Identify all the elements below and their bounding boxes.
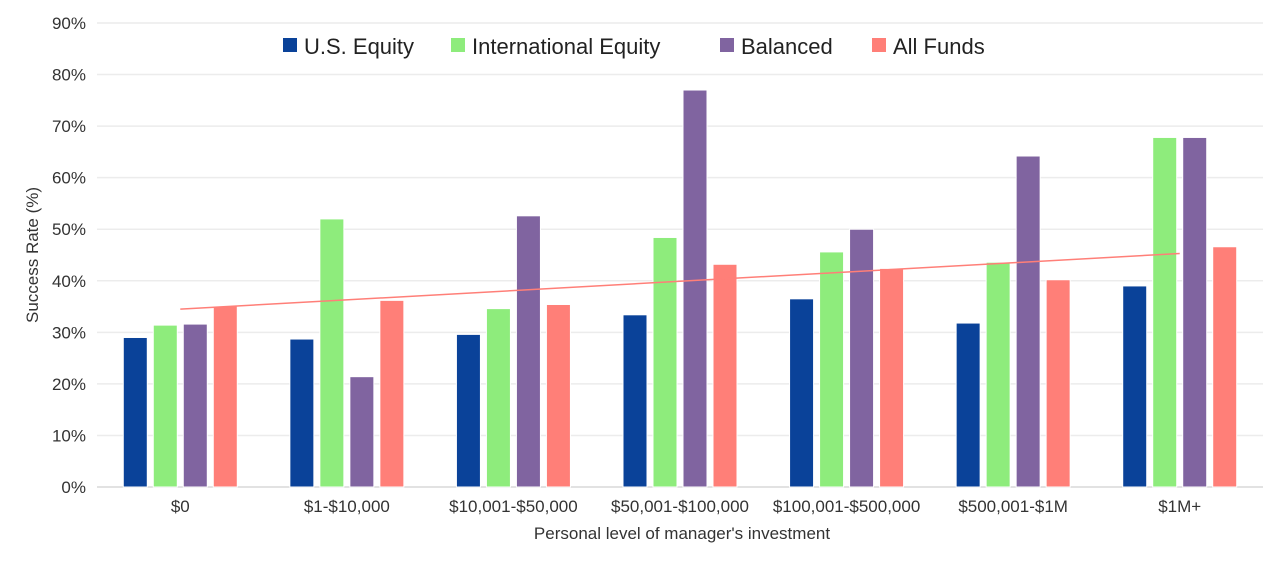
bar-u-s-equity bbox=[122, 336, 148, 488]
bar-all-funds bbox=[1045, 279, 1071, 488]
bar-u-s-equity bbox=[955, 322, 981, 488]
y-axis-label: Success Rate (%) bbox=[23, 187, 42, 323]
bar-international-equity bbox=[819, 251, 845, 488]
trendline bbox=[180, 252, 1180, 310]
x-tick-labels: $0 $1-$10,000 $10,001-$50,000 $50,001-$100,… bbox=[171, 497, 1201, 516]
trendline-all-funds bbox=[180, 252, 1180, 310]
bar-balanced bbox=[849, 228, 875, 488]
y-tick-label: 0% bbox=[61, 478, 86, 497]
x-tick-label: $0 bbox=[171, 497, 190, 516]
x-axis-label: Personal level of manager's investment bbox=[534, 524, 830, 543]
legend-label: U.S. Equity bbox=[304, 34, 414, 59]
bar-u-s-equity bbox=[622, 314, 648, 488]
bar-u-s-equity bbox=[455, 333, 481, 488]
bar-balanced bbox=[515, 215, 541, 488]
bar-u-s-equity bbox=[789, 298, 815, 488]
y-tick-label: 10% bbox=[52, 426, 86, 445]
legend-swatch bbox=[720, 38, 734, 52]
gridlines bbox=[97, 22, 1263, 488]
x-tick-label: $10,001-$50,000 bbox=[449, 497, 578, 516]
x-tick-label: $1-$10,000 bbox=[304, 497, 390, 516]
bar-balanced bbox=[349, 376, 375, 488]
bar-all-funds bbox=[712, 263, 738, 488]
legend-swatch bbox=[872, 38, 886, 52]
legend-swatch bbox=[283, 38, 297, 52]
bars bbox=[122, 89, 1238, 488]
bar-all-funds bbox=[879, 267, 905, 488]
bar-international-equity bbox=[652, 236, 678, 488]
y-tick-label: 90% bbox=[52, 14, 86, 33]
bar-balanced bbox=[682, 89, 708, 488]
bar-u-s-equity bbox=[1122, 285, 1148, 488]
bar-international-equity bbox=[1152, 136, 1178, 488]
y-tick-label: 30% bbox=[52, 323, 86, 342]
bar-balanced bbox=[182, 323, 208, 488]
x-tick-label: $100,001-$500,000 bbox=[773, 497, 920, 516]
bar-all-funds bbox=[1212, 246, 1238, 488]
bar-international-equity bbox=[319, 218, 345, 488]
legend-label: Balanced bbox=[741, 34, 833, 59]
x-tick-label: $50,001-$100,000 bbox=[611, 497, 749, 516]
legend-label: All Funds bbox=[893, 34, 985, 59]
y-tick-label: 60% bbox=[52, 169, 86, 188]
legend-swatch bbox=[451, 38, 465, 52]
x-tick-label: $500,001-$1M bbox=[958, 497, 1068, 516]
bar-u-s-equity bbox=[289, 338, 315, 488]
bar-all-funds bbox=[212, 305, 238, 488]
y-tick-label: 70% bbox=[52, 117, 86, 136]
legend: U.S. Equity International Equity Balanced A… bbox=[283, 34, 985, 59]
bar-international-equity bbox=[485, 308, 511, 488]
bar-all-funds bbox=[379, 299, 405, 488]
y-tick-label: 40% bbox=[52, 272, 86, 291]
y-tick-label: 80% bbox=[52, 66, 86, 85]
bar-all-funds bbox=[545, 303, 571, 488]
y-tick-label: 20% bbox=[52, 375, 86, 394]
y-tick-label: 50% bbox=[52, 220, 86, 239]
bar-balanced bbox=[1182, 136, 1208, 488]
x-tick-label: $1M+ bbox=[1158, 497, 1201, 516]
legend-label: International Equity bbox=[472, 34, 660, 59]
bar-balanced bbox=[1015, 155, 1041, 488]
y-tick-labels: 0% 10% 20% 30% 40% 50% 60% 70% 80% 90% bbox=[52, 14, 86, 497]
bar-international-equity bbox=[152, 324, 178, 488]
bar-international-equity bbox=[985, 261, 1011, 488]
